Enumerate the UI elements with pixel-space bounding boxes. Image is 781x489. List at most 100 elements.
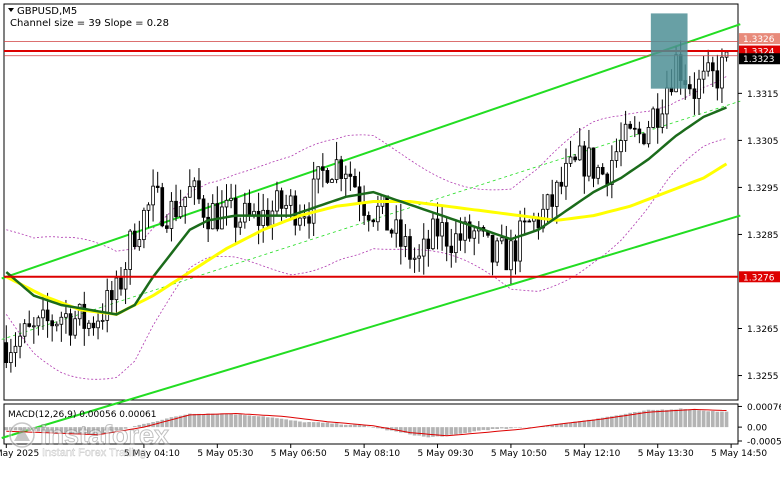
price-label-text: 1.3323 bbox=[743, 55, 775, 65]
symbol-title: GBPUSD,M5 bbox=[17, 6, 77, 17]
candle-bull bbox=[440, 222, 444, 237]
candle-bull bbox=[210, 203, 215, 230]
candle-bull bbox=[229, 197, 233, 201]
candle-bear bbox=[591, 147, 596, 179]
candle-bear bbox=[307, 216, 311, 224]
candle-bear bbox=[45, 309, 50, 322]
candle-bull bbox=[545, 194, 550, 210]
candle-bear bbox=[692, 88, 697, 99]
candle-bull bbox=[334, 159, 339, 180]
candle-bull bbox=[123, 269, 128, 290]
candle-bull bbox=[724, 51, 729, 58]
ma-fast-line bbox=[5, 106, 727, 316]
candle-bull bbox=[431, 218, 435, 250]
candle-bull bbox=[142, 209, 146, 240]
candle-bull bbox=[509, 240, 513, 271]
logo-ring-outline bbox=[9, 422, 35, 448]
candle-bull bbox=[100, 319, 105, 322]
candle-bull bbox=[518, 220, 522, 262]
candle-bull bbox=[554, 181, 559, 207]
candle-bear bbox=[68, 313, 73, 336]
time-tick-label: 5 May 09:30 bbox=[418, 449, 474, 459]
candle-bear bbox=[265, 209, 270, 226]
candle-bull bbox=[36, 317, 41, 327]
candle-bear bbox=[637, 128, 642, 135]
candle-bear bbox=[605, 173, 610, 185]
price-label-box bbox=[739, 53, 780, 65]
candle-bear bbox=[522, 220, 527, 223]
price-tick-label: 1.3315 bbox=[747, 90, 779, 100]
candle-bear bbox=[325, 170, 330, 183]
candle-bear bbox=[600, 167, 605, 175]
channel-upper-line bbox=[1, 23, 741, 280]
candle-bull bbox=[330, 179, 334, 183]
candle-bull bbox=[472, 230, 477, 239]
candle-bear bbox=[642, 133, 646, 145]
candle-bull bbox=[243, 202, 247, 223]
candle-bear bbox=[353, 176, 357, 188]
candle-bear bbox=[215, 203, 220, 230]
main-plot-frame bbox=[3, 3, 739, 401]
candle-bear bbox=[132, 230, 137, 248]
resistance-levels bbox=[4, 41, 738, 278]
candle-bear bbox=[688, 84, 692, 90]
candle-bear bbox=[408, 236, 412, 260]
candle-bear bbox=[256, 210, 261, 226]
candle-bear bbox=[490, 234, 495, 263]
candle-bear bbox=[339, 159, 344, 179]
macd-tick-label: 0.00 bbox=[747, 424, 767, 434]
candle-bull bbox=[417, 255, 421, 259]
candle-bear bbox=[197, 180, 201, 200]
time-tick-label: 2 May 2025 bbox=[0, 449, 39, 459]
candle-bull bbox=[646, 127, 651, 145]
candle-bull bbox=[623, 123, 628, 141]
candle-bull bbox=[54, 323, 59, 327]
candle-bull bbox=[284, 204, 288, 209]
time-tick-label: 5 May 04:10 bbox=[124, 449, 180, 459]
candle-bull bbox=[270, 210, 275, 226]
candle-bear bbox=[119, 277, 123, 290]
candle-bull bbox=[701, 70, 706, 80]
candle-bull bbox=[31, 325, 36, 328]
candle-bull bbox=[311, 178, 316, 224]
time-tick-label: 5 May 06:50 bbox=[271, 449, 327, 459]
candle-bull bbox=[137, 239, 142, 248]
price-label-box bbox=[739, 45, 780, 57]
candle-bull bbox=[128, 230, 132, 270]
time-tick-label: 5 May 14:50 bbox=[711, 449, 767, 459]
candle-bull bbox=[499, 237, 504, 242]
candle-bull bbox=[577, 145, 582, 161]
watermark-tagline: Instant Forex Trading bbox=[42, 447, 146, 459]
candle-bull bbox=[587, 147, 591, 177]
candle-bear bbox=[174, 200, 178, 218]
candle-bull bbox=[596, 167, 600, 179]
candle-bear bbox=[155, 185, 160, 188]
candle-bull bbox=[660, 113, 665, 128]
candle-bull bbox=[169, 200, 174, 229]
candle-bull bbox=[376, 205, 380, 223]
candle-bear bbox=[27, 323, 32, 327]
candle-bull bbox=[343, 173, 348, 179]
candle-bull bbox=[619, 140, 623, 153]
candle-bear bbox=[398, 219, 403, 247]
candle-bull bbox=[564, 162, 568, 187]
price-label-text: 1.3276 bbox=[743, 273, 775, 283]
logo-peak-shape bbox=[14, 427, 30, 441]
candle-bull bbox=[720, 56, 724, 89]
candle-bear bbox=[582, 145, 587, 177]
trend-channel bbox=[1, 23, 741, 439]
candle-bear bbox=[550, 194, 555, 207]
candle-bull bbox=[183, 196, 188, 207]
candle-bull bbox=[77, 303, 82, 320]
candle-bear bbox=[50, 320, 54, 327]
candle-bear bbox=[109, 290, 114, 301]
candle-bear bbox=[371, 219, 376, 223]
candle-bull bbox=[22, 323, 27, 337]
candle-bear bbox=[444, 222, 449, 247]
candle-bear bbox=[165, 225, 169, 229]
candle-bear bbox=[458, 233, 463, 241]
candlesticks bbox=[4, 40, 729, 373]
candle-bear bbox=[206, 216, 210, 230]
candle-bear bbox=[632, 127, 637, 130]
dropdown-triangle-icon[interactable] bbox=[8, 8, 14, 12]
